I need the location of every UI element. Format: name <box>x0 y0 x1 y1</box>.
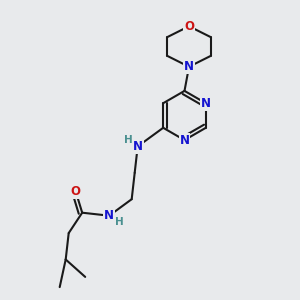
Text: N: N <box>201 97 211 110</box>
Text: N: N <box>104 209 114 222</box>
Text: O: O <box>184 20 194 33</box>
Text: N: N <box>179 134 190 147</box>
Text: O: O <box>70 184 81 198</box>
Text: H: H <box>115 217 124 227</box>
Text: N: N <box>184 60 194 73</box>
Text: H: H <box>124 135 133 145</box>
Text: N: N <box>133 140 143 153</box>
